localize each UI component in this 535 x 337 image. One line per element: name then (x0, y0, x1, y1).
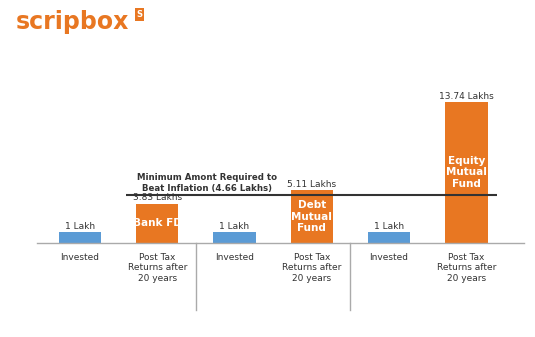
Bar (213, 233, 256, 243)
Bar (291, 190, 333, 243)
Text: Equity
Mutual
Fund: Equity Mutual Fund (446, 156, 487, 189)
Bar (368, 233, 410, 243)
Text: 13.74 Lakhs: 13.74 Lakhs (439, 92, 494, 101)
Text: 3.83 Lakhs: 3.83 Lakhs (133, 193, 182, 202)
Bar (445, 102, 487, 243)
Text: Minimum Amont Required to
Beat Inflation (4.66 Lakhs): Minimum Amont Required to Beat Inflation… (137, 174, 278, 193)
Text: 1 Lakh: 1 Lakh (219, 222, 249, 231)
Text: 1 Lakh: 1 Lakh (374, 222, 404, 231)
Text: scripbox: scripbox (16, 10, 129, 34)
Text: 5.11 Lakhs: 5.11 Lakhs (287, 180, 337, 189)
Text: S: S (136, 10, 142, 19)
Text: Bank FD: Bank FD (133, 218, 182, 228)
Bar (136, 204, 179, 243)
Text: 1 Lakh: 1 Lakh (65, 222, 95, 231)
Bar (59, 233, 101, 243)
Text: Debt
Mutual
Fund: Debt Mutual Fund (292, 200, 332, 233)
